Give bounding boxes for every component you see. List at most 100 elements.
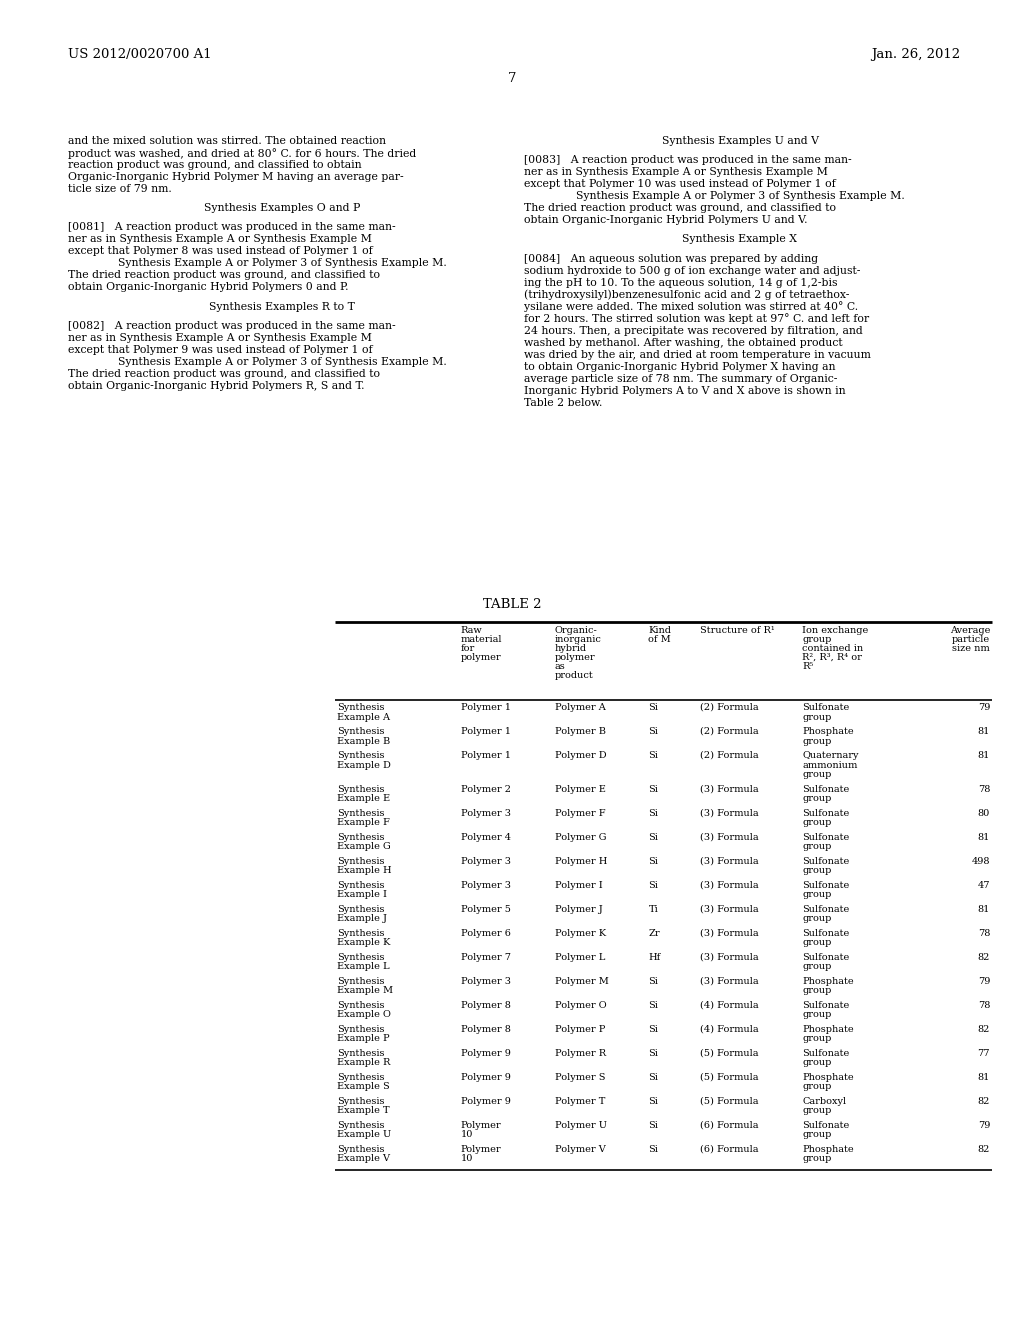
Text: Polymer J: Polymer J	[555, 904, 602, 913]
Text: (5) Formula: (5) Formula	[699, 1097, 758, 1106]
Text: Synthesis: Synthesis	[337, 977, 384, 986]
Text: obtain Organic-Inorganic Hybrid Polymers 0 and P.: obtain Organic-Inorganic Hybrid Polymers…	[68, 282, 348, 293]
Text: Sulfonate: Sulfonate	[802, 704, 849, 711]
Text: group: group	[802, 1130, 831, 1139]
Text: Si: Si	[648, 1144, 658, 1154]
Text: was dried by the air, and dried at room temperature in vacuum: was dried by the air, and dried at room …	[524, 350, 870, 359]
Text: Sulfonate: Sulfonate	[802, 1121, 849, 1130]
Text: Si: Si	[648, 880, 658, 890]
Text: 10: 10	[461, 1154, 473, 1163]
Text: Synthesis: Synthesis	[337, 928, 384, 937]
Text: US 2012/0020700 A1: US 2012/0020700 A1	[68, 48, 212, 61]
Text: Example R: Example R	[337, 1059, 390, 1067]
Text: Si: Si	[648, 857, 658, 866]
Text: obtain Organic-Inorganic Hybrid Polymers R, S and T.: obtain Organic-Inorganic Hybrid Polymers…	[68, 380, 365, 391]
Text: ing the pH to 10. To the aqueous solution, 14 g of 1,2-bis: ing the pH to 10. To the aqueous solutio…	[524, 277, 838, 288]
Text: Example M: Example M	[337, 986, 393, 995]
Text: Raw: Raw	[461, 626, 482, 635]
Text: Structure of R¹: Structure of R¹	[699, 626, 774, 635]
Text: Example F: Example F	[337, 818, 390, 828]
Text: Polymer 9: Polymer 9	[461, 1097, 511, 1106]
Text: (3) Formula: (3) Formula	[699, 808, 758, 817]
Text: Example I: Example I	[337, 890, 387, 899]
Text: Polymer D: Polymer D	[555, 751, 606, 760]
Text: Polymer 1: Polymer 1	[461, 727, 511, 737]
Text: Sulfonate: Sulfonate	[802, 833, 849, 842]
Text: Si: Si	[648, 727, 658, 737]
Text: Synthesis: Synthesis	[337, 904, 384, 913]
Text: 81: 81	[978, 904, 990, 913]
Text: as: as	[555, 663, 565, 671]
Text: Sulfonate: Sulfonate	[802, 857, 849, 866]
Text: 81: 81	[978, 727, 990, 737]
Text: Example D: Example D	[337, 760, 391, 770]
Text: Synthesis Example A or Polymer 3 of Synthesis Example M.: Synthesis Example A or Polymer 3 of Synt…	[118, 356, 446, 367]
Text: group: group	[802, 1106, 831, 1115]
Text: for 2 hours. The stirred solution was kept at 97° C. and left for: for 2 hours. The stirred solution was ke…	[524, 314, 869, 325]
Text: Synthesis: Synthesis	[337, 1121, 384, 1130]
Text: group: group	[802, 842, 831, 851]
Text: Ion exchange: Ion exchange	[802, 626, 868, 635]
Text: Table 2 below.: Table 2 below.	[524, 397, 602, 408]
Text: Example A: Example A	[337, 713, 390, 722]
Text: Example U: Example U	[337, 1130, 391, 1139]
Text: Hf: Hf	[648, 953, 660, 961]
Text: Example B: Example B	[337, 737, 390, 746]
Text: polymer: polymer	[555, 653, 595, 663]
Text: Polymer L: Polymer L	[555, 953, 605, 961]
Text: 79: 79	[978, 977, 990, 986]
Text: hybrid: hybrid	[555, 644, 587, 653]
Text: Si: Si	[648, 704, 658, 711]
Text: contained in: contained in	[802, 644, 863, 653]
Text: Synthesis: Synthesis	[337, 953, 384, 961]
Text: The dried reaction product was ground, and classified to: The dried reaction product was ground, a…	[68, 368, 380, 379]
Text: Polymer H: Polymer H	[555, 857, 607, 866]
Text: 82: 82	[978, 953, 990, 961]
Text: Polymer R: Polymer R	[555, 1048, 606, 1057]
Text: Polymer: Polymer	[461, 1144, 502, 1154]
Text: group: group	[802, 962, 831, 972]
Text: Inorganic Hybrid Polymers A to V and X above is shown in: Inorganic Hybrid Polymers A to V and X a…	[524, 385, 846, 396]
Text: Si: Si	[648, 1024, 658, 1034]
Text: Synthesis: Synthesis	[337, 1024, 384, 1034]
Text: (3) Formula: (3) Formula	[699, 904, 758, 913]
Text: Polymer 9: Polymer 9	[461, 1072, 511, 1081]
Text: Polymer 2: Polymer 2	[461, 784, 511, 793]
Text: ner as in Synthesis Example A or Synthesis Example M: ner as in Synthesis Example A or Synthes…	[68, 333, 372, 343]
Text: Synthesis: Synthesis	[337, 727, 384, 737]
Text: (3) Formula: (3) Formula	[699, 953, 758, 961]
Text: Sulfonate: Sulfonate	[802, 784, 849, 793]
Text: Synthesis: Synthesis	[337, 880, 384, 890]
Text: group: group	[802, 1034, 831, 1043]
Text: particle: particle	[952, 635, 990, 644]
Text: Synthesis: Synthesis	[337, 784, 384, 793]
Text: (3) Formula: (3) Formula	[699, 928, 758, 937]
Text: 79: 79	[978, 1121, 990, 1130]
Text: group: group	[802, 1154, 831, 1163]
Text: polymer: polymer	[461, 653, 502, 663]
Text: Polymer A: Polymer A	[555, 704, 605, 711]
Text: group: group	[802, 737, 831, 746]
Text: Example T: Example T	[337, 1106, 389, 1115]
Text: group: group	[802, 986, 831, 995]
Text: TABLE 2: TABLE 2	[482, 598, 542, 611]
Text: Synthesis: Synthesis	[337, 833, 384, 842]
Text: (2) Formula: (2) Formula	[699, 704, 758, 711]
Text: 7: 7	[508, 73, 516, 84]
Text: inorganic: inorganic	[555, 635, 601, 644]
Text: Polymer 3: Polymer 3	[461, 808, 511, 817]
Text: Example K: Example K	[337, 939, 390, 946]
Text: Polymer E: Polymer E	[555, 784, 605, 793]
Text: group: group	[802, 818, 831, 828]
Text: 78: 78	[978, 1001, 990, 1010]
Text: (3) Formula: (3) Formula	[699, 857, 758, 866]
Text: (2) Formula: (2) Formula	[699, 751, 758, 760]
Text: Sulfonate: Sulfonate	[802, 808, 849, 817]
Text: obtain Organic-Inorganic Hybrid Polymers U and V.: obtain Organic-Inorganic Hybrid Polymers…	[524, 215, 808, 226]
Text: R⁵: R⁵	[802, 663, 813, 671]
Text: ammonium: ammonium	[802, 760, 857, 770]
Text: Sulfonate: Sulfonate	[802, 1048, 849, 1057]
Text: 81: 81	[978, 751, 990, 760]
Text: product was washed, and dried at 80° C. for 6 hours. The dried: product was washed, and dried at 80° C. …	[68, 148, 416, 158]
Text: Synthesis Example A or Polymer 3 of Synthesis Example M.: Synthesis Example A or Polymer 3 of Synt…	[118, 259, 446, 268]
